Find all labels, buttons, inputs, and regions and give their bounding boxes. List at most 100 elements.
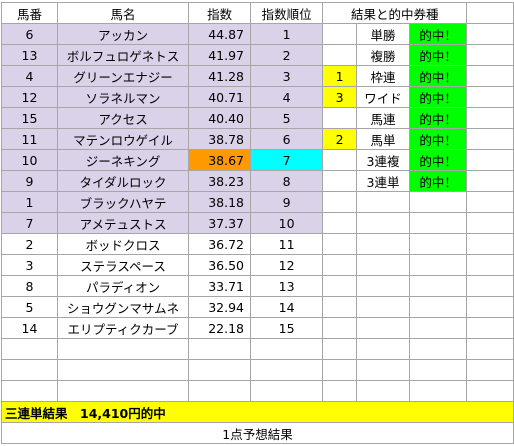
bet-type-cell: 3連単 <box>355 170 411 192</box>
blank-cell <box>355 275 411 297</box>
hit-cell: 的中！ <box>409 149 468 171</box>
horse-name-cell: エリプティクカーブ <box>56 317 190 339</box>
horse-name-cell: ボッドクロス <box>56 233 190 255</box>
rank-cell: 9 <box>249 191 324 213</box>
blank-cell <box>355 317 411 339</box>
index-cell <box>188 380 251 402</box>
horse-number-cell: 14 <box>1 317 58 339</box>
index-cell: 38.67 <box>188 149 251 171</box>
blank-cell <box>409 212 468 234</box>
horse-number-cell: 3 <box>1 254 58 276</box>
blank-cell <box>322 275 357 297</box>
rank-cell: 2 <box>249 44 324 66</box>
blank-cell <box>322 380 357 402</box>
hit-cell: 的中！ <box>409 86 468 108</box>
blank-cell <box>355 359 411 381</box>
blank-cell <box>322 338 357 360</box>
blank-cell <box>466 317 514 339</box>
horse-number-cell <box>1 359 58 381</box>
hit-cell: 的中！ <box>409 23 468 45</box>
result-mark-cell: 3 <box>322 86 357 108</box>
horse-number-cell: 9 <box>1 170 58 192</box>
index-cell: 41.97 <box>188 44 251 66</box>
blank-cell <box>409 296 468 318</box>
horse-name-cell: ボルフュロゲネトス <box>56 44 190 66</box>
blank-cell <box>409 317 468 339</box>
blank-cell <box>409 338 468 360</box>
horse-name-cell: アッカン <box>56 23 190 45</box>
blank-cell <box>355 380 411 402</box>
header-results: 結果と的中券種 <box>322 2 468 24</box>
index-cell: 33.71 <box>188 275 251 297</box>
table-row: 5 ショウグンマサムネ 32.94 14 <box>1 296 514 318</box>
blank-cell <box>466 296 514 318</box>
rank-cell: 4 <box>249 86 324 108</box>
horse-number-cell: 8 <box>1 275 58 297</box>
table-row: 3 ステラスペース 36.50 12 <box>1 254 514 276</box>
horse-number-cell: 5 <box>1 296 58 318</box>
result-mark-cell <box>322 44 357 66</box>
header-number: 馬番 <box>1 2 58 24</box>
horse-number-cell <box>1 380 58 402</box>
horse-number-cell: 7 <box>1 212 58 234</box>
horse-number-cell: 15 <box>1 107 58 129</box>
blank-cell <box>355 296 411 318</box>
index-cell: 38.18 <box>188 191 251 213</box>
hit-cell: 的中！ <box>409 65 468 87</box>
table-row: 11 マテンロウゲイル 38.78 6 2 馬単 的中！ <box>1 128 514 150</box>
index-cell: 40.71 <box>188 86 251 108</box>
rank-cell <box>249 359 324 381</box>
result-mark-cell <box>322 23 357 45</box>
result-mark-cell <box>322 170 357 192</box>
horse-number-cell: 1 <box>1 191 58 213</box>
rank-cell: 11 <box>249 233 324 255</box>
bet-type-cell: 枠連 <box>355 65 411 87</box>
rank-cell: 7 <box>249 149 324 171</box>
index-cell: 40.40 <box>188 107 251 129</box>
table-row: 13 ボルフュロゲネトス 41.97 2 複勝 的中！ <box>1 44 514 66</box>
blank-cell <box>322 317 357 339</box>
footer-row: 1点予想結果 <box>1 422 514 444</box>
table-body: 6 アッカン 44.87 1 単勝 的中！ 13 ボルフュロゲネトス 41.97 2 複勝 的中！ 4 グ… <box>1 23 514 402</box>
index-cell: 32.94 <box>188 296 251 318</box>
hit-cell: 的中！ <box>409 107 468 129</box>
result-mark-cell <box>322 149 357 171</box>
rank-cell: 6 <box>249 128 324 150</box>
table-row: 14 エリプティクカーブ 22.18 15 <box>1 317 514 339</box>
blank-cell <box>466 359 514 381</box>
rank-cell: 13 <box>249 275 324 297</box>
table-row: 12 ソラネルマン 40.71 4 3 ワイド 的中！ <box>1 86 514 108</box>
index-cell: 37.37 <box>188 212 251 234</box>
index-cell: 41.28 <box>188 65 251 87</box>
table-row: 2 ボッドクロス 36.72 11 <box>1 233 514 255</box>
result-mark-cell: 1 <box>322 65 357 87</box>
bet-type-cell: 単勝 <box>355 23 411 45</box>
blank-cell <box>409 254 468 276</box>
horse-number-cell: 6 <box>1 23 58 45</box>
horse-number-cell: 13 <box>1 44 58 66</box>
rank-cell: 14 <box>249 296 324 318</box>
horse-name-cell: アメテュストス <box>56 212 190 234</box>
rank-cell: 10 <box>249 212 324 234</box>
horse-name-cell: ステラスペース <box>56 254 190 276</box>
horse-number-cell <box>1 338 58 360</box>
table-row <box>1 359 514 381</box>
rank-cell: 15 <box>249 317 324 339</box>
index-cell <box>188 359 251 381</box>
bet-type-cell: 複勝 <box>355 44 411 66</box>
table-row: 8 パラディオン 33.71 13 <box>1 275 514 297</box>
horse-number-cell: 2 <box>1 233 58 255</box>
blank-cell <box>322 233 357 255</box>
rank-cell: 3 <box>249 65 324 87</box>
header-row: 馬番 馬名 指数 指数順位 結果と的中券種 <box>1 2 514 24</box>
blank-cell <box>466 65 514 87</box>
header-index: 指数 <box>188 2 251 24</box>
blank-cell <box>466 254 514 276</box>
blank-cell <box>466 23 514 45</box>
blank-cell <box>322 254 357 276</box>
table-row: 7 アメテュストス 37.37 10 <box>1 212 514 234</box>
result-mark-cell <box>322 107 357 129</box>
index-cell: 38.78 <box>188 128 251 150</box>
horse-name-cell: ブラックハヤテ <box>56 191 190 213</box>
